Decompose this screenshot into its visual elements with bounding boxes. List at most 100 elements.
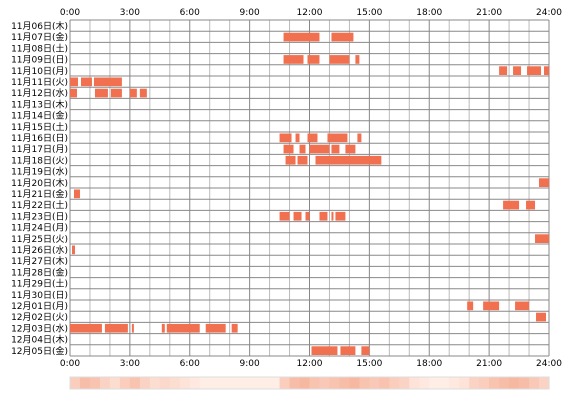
activity-block-19-0 (535, 234, 549, 243)
date-label-4: 11月10日(月) (11, 66, 68, 77)
activity-block-12-1 (297, 155, 308, 165)
strip-segment-4 (109, 377, 121, 389)
activity-block-4-2 (527, 66, 542, 75)
strip-segment-38 (449, 377, 460, 389)
activity-block-11-1 (299, 144, 306, 154)
strip-segment-30 (369, 377, 380, 389)
activity-block-10-0 (279, 133, 292, 143)
strip-segment-36 (429, 377, 440, 389)
activity-block-1-0 (283, 32, 320, 42)
date-label-8: 11月14日(金) (11, 110, 68, 122)
x-tick-label-top-4: 12:00 (297, 8, 323, 18)
strip-segment-16 (229, 377, 241, 389)
activity-block-27-6 (231, 323, 238, 333)
activity-block-17-4 (331, 211, 334, 221)
date-label-11: 11月17日(月) (11, 144, 68, 155)
activity-block-17-1 (293, 211, 302, 221)
strip-segment-25 (319, 377, 331, 389)
activity-block-29-2 (361, 346, 370, 355)
date-label-24: 11月30日(日) (11, 290, 68, 301)
x-tick-label-bottom-7: 21:00 (476, 359, 502, 369)
activity-block-26-0 (536, 312, 547, 322)
x-tick-label-top-1: 3:00 (120, 8, 140, 18)
activity-block-16-0 (503, 200, 520, 210)
strip-segment-19 (259, 377, 271, 389)
x-tick-label-top-6: 18:00 (416, 8, 442, 18)
strip-segment-1 (79, 377, 91, 389)
strip-segment-46 (529, 377, 540, 389)
activity-block-11-4 (345, 144, 356, 154)
x-tick-label-bottom-8: 24:00 (536, 359, 562, 369)
activity-block-16-1 (526, 200, 536, 210)
activity-block-10-3 (327, 133, 348, 143)
strip-segment-44 (509, 377, 520, 389)
date-label-16: 11月22日(土) (11, 199, 68, 211)
date-label-20: 11月26日(水) (11, 244, 68, 256)
activity-block-17-3 (319, 211, 328, 221)
strip-segment-20 (269, 377, 281, 389)
strip-segment-3 (99, 377, 111, 389)
strip-segment-33 (399, 377, 410, 389)
activity-block-6-1 (94, 88, 108, 98)
x-tick-label-top-5: 15:00 (356, 8, 382, 18)
activity-block-25-0 (467, 301, 474, 311)
date-label-25: 12月01日(月) (11, 301, 68, 312)
activity-block-27-0 (70, 323, 102, 333)
strip-segment-34 (409, 377, 420, 389)
strip-segment-45 (519, 377, 530, 389)
date-label-13: 11月19日(水) (11, 166, 68, 178)
x-tick-label-top-8: 24:00 (536, 8, 562, 18)
x-tick-label-bottom-2: 6:00 (180, 359, 200, 369)
date-label-12: 11月18日(火) (11, 155, 68, 166)
strip-segment-22 (289, 377, 301, 389)
date-label-22: 11月28日(金) (11, 266, 68, 278)
date-label-0: 11月06日(木) (11, 20, 68, 32)
strip-segment-10 (169, 377, 181, 389)
activity-block-11-2 (309, 144, 330, 154)
date-label-26: 12月02日(火) (11, 312, 68, 323)
strip-segment-18 (249, 377, 261, 389)
strip-segment-6 (129, 377, 141, 389)
x-axis-ticks: 0:00 0:00 3:00 3:00 6:00 6:00 9:00 9:00 12:00 12:… (60, 8, 562, 369)
strip-segment-32 (389, 377, 400, 389)
date-label-19: 11月25日(火) (11, 234, 68, 245)
x-tick-label-bottom-5: 15:00 (356, 359, 382, 369)
activity-block-5-2 (93, 77, 122, 87)
strip-segment-24 (309, 377, 321, 389)
date-label-5: 11月11日(火) (11, 77, 68, 88)
strip-border (69, 376, 550, 390)
activity-block-10-1 (295, 133, 300, 143)
strip-segment-26 (329, 377, 341, 389)
date-label-6: 11月12日(水) (11, 87, 68, 99)
x-tick-label-top-7: 21:00 (476, 8, 502, 18)
activity-block-3-1 (307, 55, 320, 64)
x-tick-label-bottom-1: 3:00 (120, 359, 140, 369)
activity-block-12-0 (285, 155, 296, 165)
activity-block-14-0 (539, 178, 549, 187)
date-label-29: 12月05日(金) (11, 345, 68, 357)
strip-segment-23 (299, 377, 311, 389)
activity-block-29-1 (340, 346, 356, 355)
activity-block-6-3 (129, 88, 137, 98)
strip-segment-39 (459, 377, 470, 389)
date-label-17: 11月23日(日) (11, 211, 68, 222)
activity-block-17-2 (305, 211, 310, 221)
activity-block-6-0 (70, 88, 77, 98)
activity-block-15-0 (73, 189, 80, 199)
activity-block-6-2 (110, 88, 122, 98)
strip-segment-9 (159, 377, 171, 389)
date-label-28: 12月04日(木) (11, 334, 68, 346)
activity-block-11-3 (331, 144, 340, 154)
date-label-3: 11月09日(日) (11, 55, 68, 66)
activity-block-10-4 (357, 133, 362, 143)
strip-segment-43 (499, 377, 510, 389)
date-label-27: 12月03日(水) (11, 322, 68, 334)
date-label-1: 11月07日(金) (11, 31, 68, 43)
activity-block-20-0 (71, 245, 75, 255)
activity-block-25-1 (483, 301, 500, 311)
strip-segment-35 (419, 377, 430, 389)
date-label-9: 11月15日(土) (11, 121, 68, 133)
strip-segment-41 (479, 377, 490, 389)
activity-block-27-4 (166, 323, 200, 333)
